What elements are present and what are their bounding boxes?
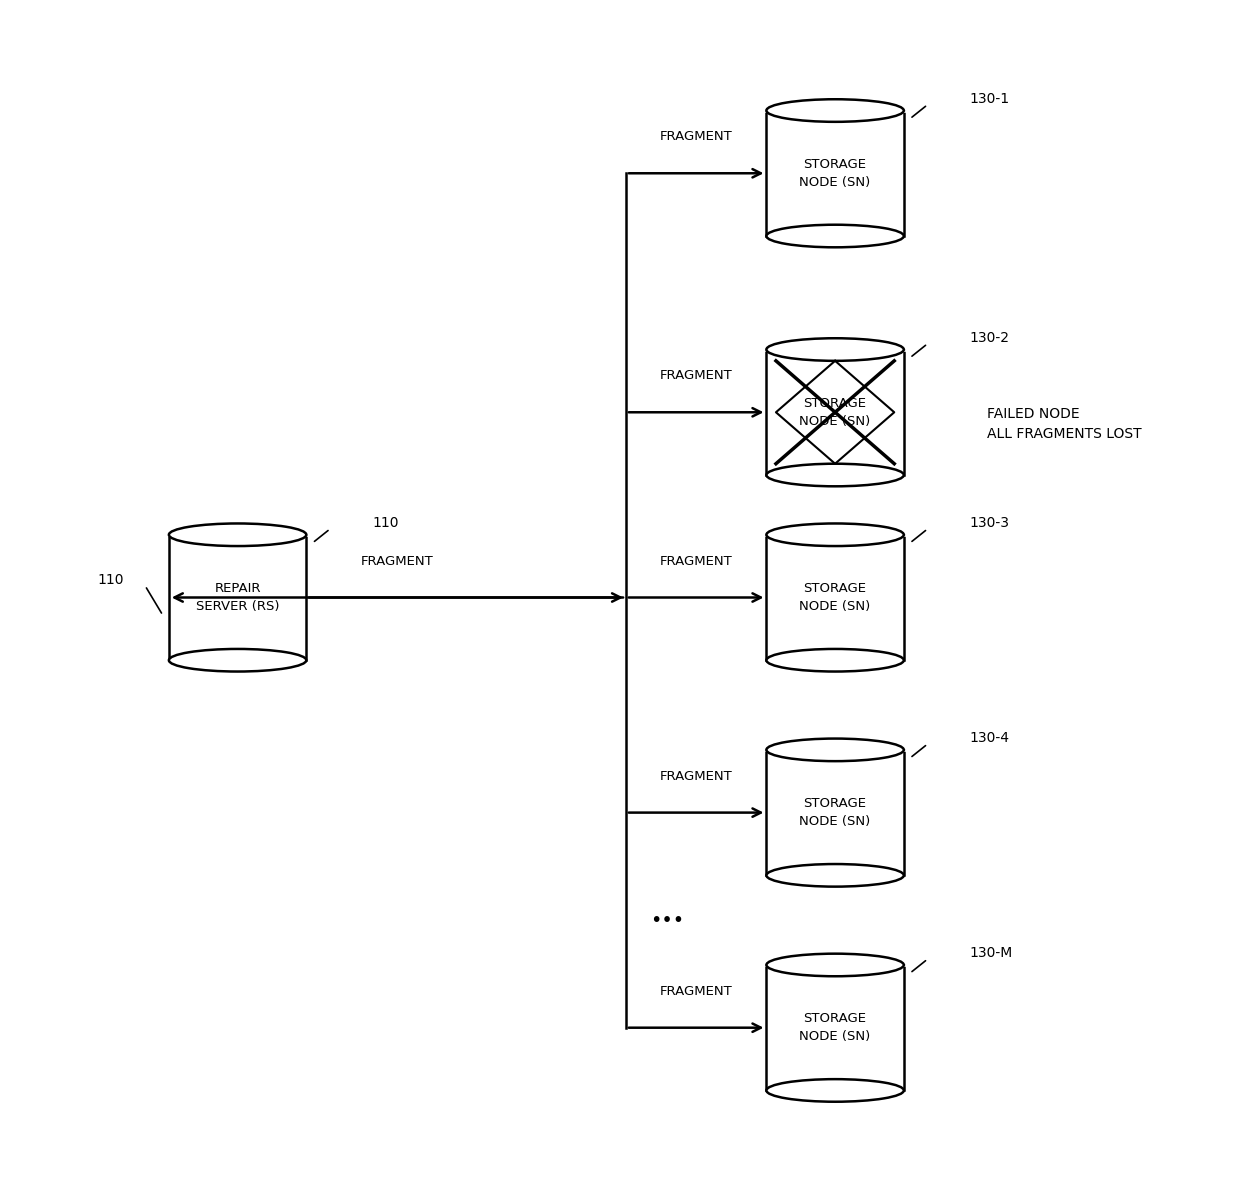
Text: REPAIR
SERVER (RS): REPAIR SERVER (RS) [196,582,279,613]
Text: 130-M: 130-M [970,946,1013,960]
Text: FRAGMENT: FRAGMENT [660,985,733,998]
Text: 130-3: 130-3 [970,516,1009,529]
Bar [766,349,904,474]
Text: STORAGE
NODE (SN): STORAGE NODE (SN) [800,1012,870,1043]
Text: STORAGE
NODE (SN): STORAGE NODE (SN) [800,797,870,828]
Ellipse shape [169,523,306,546]
Ellipse shape [766,99,904,122]
Text: 130-2: 130-2 [970,331,1009,344]
Ellipse shape [766,523,904,546]
Text: FRAGMENT: FRAGMENT [660,554,733,568]
Text: 110: 110 [97,572,124,587]
Bar [766,111,904,237]
Bar [766,966,904,1090]
Text: STORAGE
NODE (SN): STORAGE NODE (SN) [800,582,870,613]
Text: 110: 110 [372,516,398,529]
Ellipse shape [766,649,904,672]
Text: FRAGMENT: FRAGMENT [660,770,733,783]
Ellipse shape [766,954,904,976]
Text: 130-1: 130-1 [970,92,1009,105]
Ellipse shape [766,225,904,247]
Text: •••: ••• [650,911,684,930]
Bar [169,535,306,660]
Ellipse shape [169,649,306,672]
Text: STORAGE
NODE (SN): STORAGE NODE (SN) [800,158,870,189]
Ellipse shape [766,864,904,887]
Ellipse shape [766,338,904,361]
Text: FRAGMENT: FRAGMENT [660,369,733,382]
Text: FAILED NODE
ALL FRAGMENTS LOST: FAILED NODE ALL FRAGMENTS LOST [987,407,1142,441]
Ellipse shape [766,739,904,761]
Bar [766,750,904,875]
Text: 130-4: 130-4 [970,731,1009,744]
Text: FRAGMENT: FRAGMENT [361,554,434,568]
Bar [766,535,904,660]
Text: FRAGMENT: FRAGMENT [660,130,733,143]
Text: STORAGE
NODE (SN): STORAGE NODE (SN) [800,397,870,428]
Ellipse shape [766,464,904,486]
Ellipse shape [766,1079,904,1102]
